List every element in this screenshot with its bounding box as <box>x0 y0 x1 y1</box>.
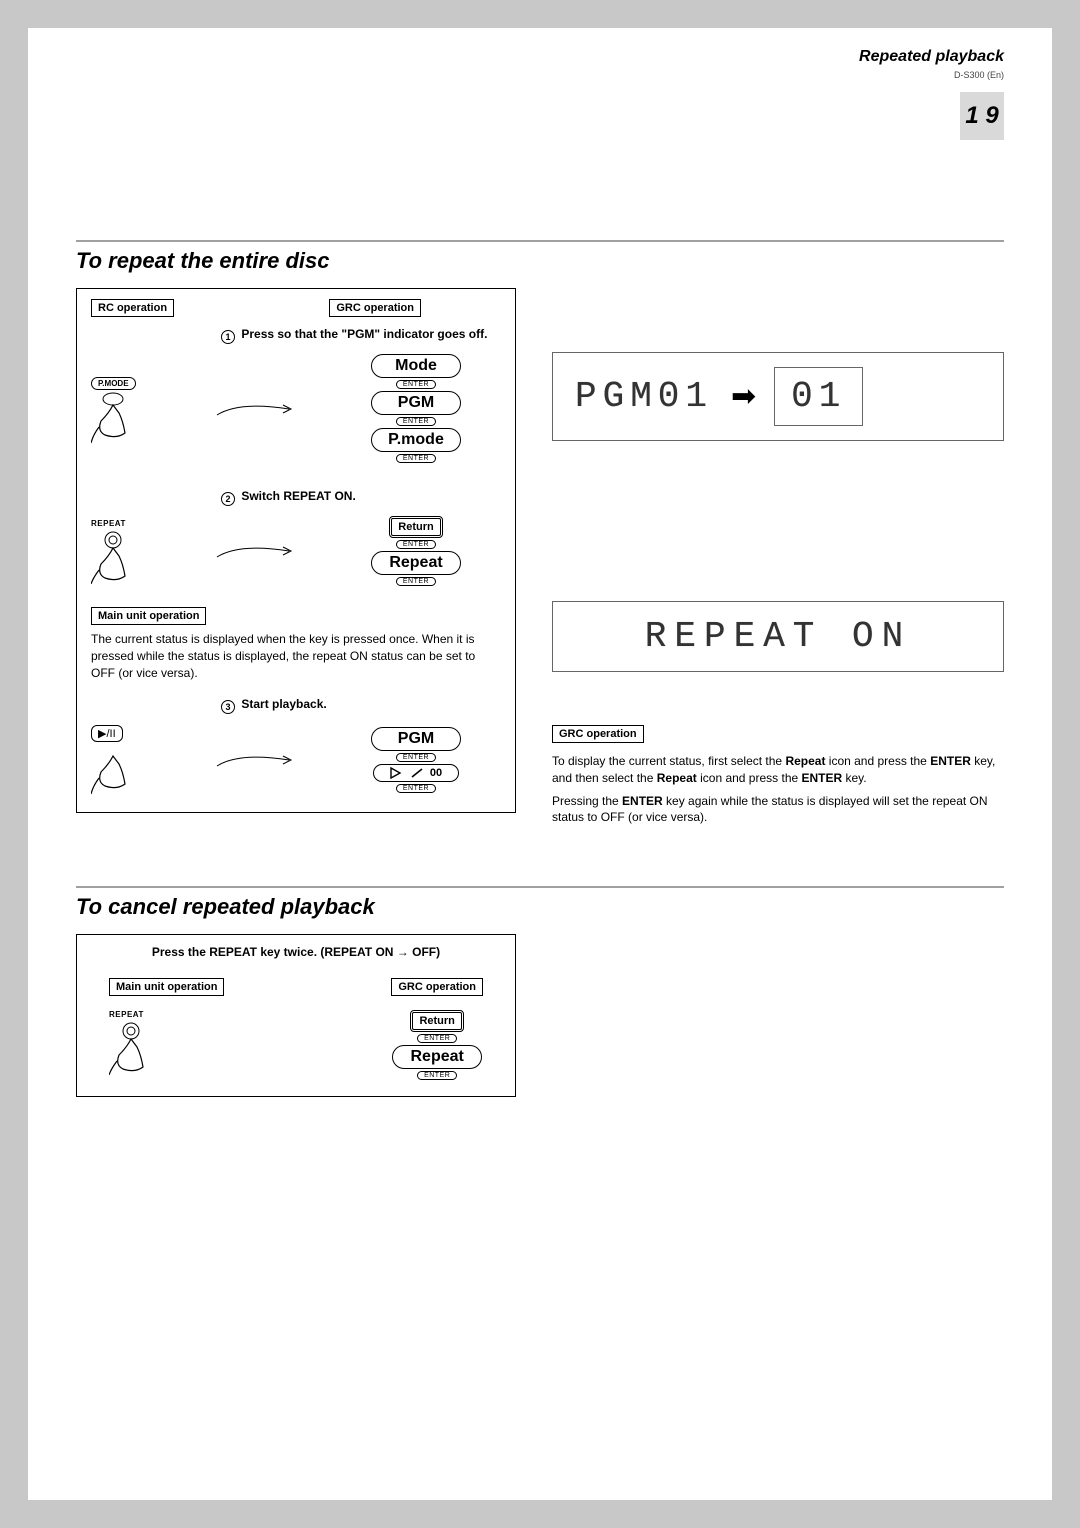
lcd-right: 01 <box>774 367 863 426</box>
pgm-button-2: PGM <box>371 727 461 751</box>
step-2-badge: 2 <box>221 492 235 506</box>
zero-zero: 00 <box>430 767 442 779</box>
cancel-row: Main unit operation REPEAT G <box>91 977 501 1080</box>
play-pause-label: ▶/II <box>98 727 116 740</box>
swoosh-icon <box>215 399 293 419</box>
rc-key-play: ▶/II <box>91 724 201 796</box>
procedure-panel: RC operation GRC operation 1 Press so th… <box>76 288 516 813</box>
step-1-text: Press so that the "PGM" indicator goes o… <box>241 327 487 341</box>
pmode-key-label: P.MODE <box>91 377 136 390</box>
swoosh-icon <box>215 750 293 770</box>
step-1-badge: 1 <box>221 330 235 344</box>
grc-note-block: GRC operation To display the current sta… <box>552 724 1004 826</box>
repeat-button-2: Repeat <box>392 1045 482 1069</box>
step-2-text: Switch REPEAT ON. <box>241 489 355 503</box>
model-tag: D-S300 (En) <box>76 70 1004 80</box>
enter-tag: ENTER <box>396 753 436 762</box>
rc-key-pmode: P.MODE <box>91 373 201 445</box>
lcd-repeat-on: REPEAT ON <box>645 616 911 657</box>
display-column: PGM01 ➡ 01 REPEAT ON GRC operation To di… <box>552 288 1004 826</box>
enter-tag: ENTER <box>417 1071 457 1080</box>
page-number: 1 9 <box>960 92 1004 140</box>
swoosh-icon <box>215 541 293 561</box>
play-pause-key: ▶/II <box>91 725 123 742</box>
grc-op-label-3: GRC operation <box>391 978 483 996</box>
main-unit-text: The current status is displayed when the… <box>91 631 501 681</box>
section1-columns: RC operation GRC operation 1 Press so th… <box>76 288 1004 826</box>
lcd-display-1: PGM01 ➡ 01 <box>552 352 1004 441</box>
enter-tag: ENTER <box>396 540 436 549</box>
pgm-button: PGM <box>371 391 461 415</box>
main-unit-label-2: Main unit operation <box>109 978 224 996</box>
lcd-display-2: REPEAT ON <box>552 601 1004 672</box>
grc-note-line2: Pressing the ENTER key again while the s… <box>552 793 1004 827</box>
return-button-2: Return <box>410 1010 463 1032</box>
grc-op-label: GRC operation <box>329 299 421 317</box>
hand-press-icon <box>91 742 163 796</box>
manual-page: Repeated playback D-S300 (En) 1 9 To rep… <box>28 28 1052 1500</box>
section-path: Repeated playback <box>76 48 1004 66</box>
pmode-button: P.mode <box>371 428 461 452</box>
enter-tag: ENTER <box>417 1034 457 1043</box>
main-unit-label: Main unit operation <box>91 607 206 625</box>
play-pill: 00 <box>373 764 459 782</box>
mode-button: Mode <box>371 354 461 378</box>
enter-tag: ENTER <box>396 784 436 793</box>
enter-tag: ENTER <box>396 417 436 426</box>
rc-key-repeat: REPEAT <box>91 519 201 584</box>
hand-press-icon <box>91 391 163 445</box>
repeat-key-label-2: REPEAT <box>109 1010 224 1019</box>
repeat-button: Repeat <box>371 551 461 575</box>
enter-tag: ENTER <box>396 454 436 463</box>
section-rule <box>76 240 1004 242</box>
grc-stack-2: Return ENTER Repeat ENTER <box>371 516 461 586</box>
hand-press-icon <box>91 530 163 584</box>
grc-stack-1: Mode ENTER PGM ENTER P.mode ENTER <box>371 354 461 463</box>
section-rule-2 <box>76 886 1004 888</box>
arrow-icon: ➡ <box>731 379 756 414</box>
play-icon <box>390 767 404 779</box>
cancel-panel: Press the REPEAT key twice. (REPEAT ON →… <box>76 934 516 1097</box>
return-button: Return <box>389 516 442 538</box>
enter-tag: ENTER <box>396 380 436 389</box>
hand-press-icon <box>109 1021 181 1075</box>
cancel-grc-stack: Return ENTER Repeat ENTER <box>391 1010 483 1080</box>
section-title: To repeat the entire disc <box>76 248 1004 274</box>
grc-note-line1: To display the current status, first sel… <box>552 753 1004 787</box>
section2-title: To cancel repeated playback <box>76 894 1004 920</box>
step-3-text: Start playback. <box>241 697 326 711</box>
lcd-left: PGM01 <box>575 376 713 417</box>
grc-stack-3: PGM ENTER 00 ENTER <box>371 727 461 793</box>
cancel-instruction: Press the REPEAT key twice. (REPEAT ON →… <box>91 945 501 959</box>
grc-op-label-2: GRC operation <box>552 725 644 743</box>
repeat-key-label: REPEAT <box>91 519 201 528</box>
enter-tag: ENTER <box>396 577 436 586</box>
rc-op-label: RC operation <box>91 299 174 317</box>
slash-icon <box>410 767 424 779</box>
step-3-badge: 3 <box>221 700 235 714</box>
